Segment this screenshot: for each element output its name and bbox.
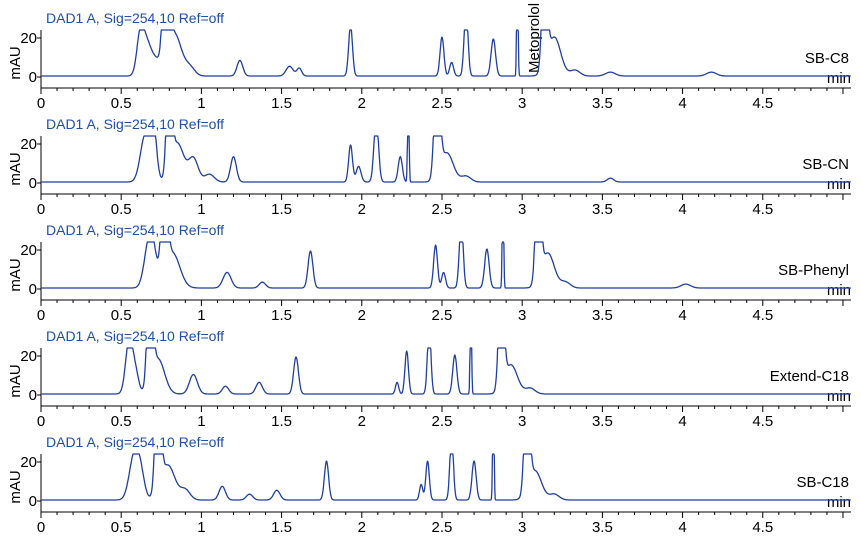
x-tick-label: 4: [678, 413, 686, 430]
x-tick-label: 4.5: [752, 307, 773, 324]
panel-title: DAD1 A, Sig=254,10 Ref=off: [46, 222, 224, 238]
x-tick-label: 3: [518, 95, 526, 112]
column-label: SB-CN: [802, 156, 849, 173]
chromatogram-trace: [40, 241, 852, 289]
x-axis-label: min: [827, 176, 851, 193]
x-tick-label: 1: [197, 95, 205, 112]
y-tick-label: 20: [20, 242, 37, 259]
x-tick-label: 3: [518, 307, 526, 324]
x-tick-label: 1: [197, 413, 205, 430]
column-label: SB-C18: [796, 474, 849, 491]
x-tick-label: 0.5: [111, 307, 132, 324]
y-axis-label: mAU: [7, 470, 24, 503]
peak-annotation: Metoprolol: [526, 3, 543, 73]
x-tick-label: 0: [37, 519, 45, 536]
x-axis-label: min: [827, 70, 851, 87]
x-tick-label: 1.5: [271, 519, 292, 536]
x-tick-label: 3: [518, 519, 526, 536]
chromatogram-trace: [40, 347, 852, 395]
x-tick-label: 3: [518, 201, 526, 218]
x-tick-label: 3: [518, 413, 526, 430]
x-tick-label: 4.5: [752, 95, 773, 112]
x-tick-label: 4: [678, 519, 686, 536]
x-tick-label: 1: [197, 519, 205, 536]
x-tick-label: 2: [358, 307, 366, 324]
x-tick-label: 3.5: [592, 201, 613, 218]
x-tick-label: 2: [358, 413, 366, 430]
chromatogram-trace: [40, 29, 852, 77]
x-tick-label: 0.5: [111, 201, 132, 218]
x-tick-label: 0.5: [111, 95, 132, 112]
x-tick-label: 0: [37, 95, 45, 112]
panel-title: DAD1 A, Sig=254,10 Ref=off: [46, 434, 224, 450]
x-tick-label: 2.5: [432, 201, 453, 218]
x-axis-label: min: [827, 494, 851, 511]
chromatogram-trace: [40, 453, 852, 501]
x-tick-label: 4.5: [752, 519, 773, 536]
x-axis-label: min: [827, 282, 851, 299]
x-tick-label: 1: [197, 307, 205, 324]
y-tick-label: 20: [20, 348, 37, 365]
x-tick-label: 0.5: [111, 413, 132, 430]
y-axis-label: mAU: [7, 258, 24, 291]
y-tick-label: 0: [29, 281, 37, 298]
x-tick-label: 3.5: [592, 307, 613, 324]
x-tick-label: 2: [358, 519, 366, 536]
column-label: SB-C8: [805, 50, 849, 67]
x-tick-label: 2: [358, 201, 366, 218]
x-tick-label: 4.5: [752, 201, 773, 218]
y-tick-label: 0: [29, 175, 37, 192]
x-tick-label: 3.5: [592, 413, 613, 430]
x-tick-label: 2.5: [432, 413, 453, 430]
x-tick-label: 2: [358, 95, 366, 112]
panel-title: DAD1 A, Sig=254,10 Ref=off: [46, 10, 224, 26]
x-tick-label: 4: [678, 307, 686, 324]
x-tick-label: 4.5: [752, 413, 773, 430]
y-tick-label: 0: [29, 387, 37, 404]
x-tick-label: 3.5: [592, 95, 613, 112]
chromatogram-trace: [40, 135, 852, 183]
column-label: Extend-C18: [770, 368, 849, 385]
x-axis-label: min: [827, 388, 851, 405]
x-tick-label: 0: [37, 201, 45, 218]
y-tick-label: 20: [20, 454, 37, 471]
x-tick-label: 1.5: [271, 413, 292, 430]
x-tick-label: 0: [37, 307, 45, 324]
x-tick-label: 1.5: [271, 307, 292, 324]
y-tick-label: 0: [29, 493, 37, 510]
x-tick-label: 4: [678, 201, 686, 218]
y-axis-label: mAU: [7, 152, 24, 185]
y-axis-label: mAU: [7, 364, 24, 397]
y-tick-label: 0: [29, 69, 37, 86]
x-tick-label: 2.5: [432, 95, 453, 112]
panel-title: DAD1 A, Sig=254,10 Ref=off: [46, 328, 224, 344]
y-tick-label: 20: [20, 30, 37, 47]
x-tick-label: 2.5: [432, 519, 453, 536]
x-tick-label: 3.5: [592, 519, 613, 536]
y-tick-label: 20: [20, 136, 37, 153]
x-tick-label: 4: [678, 95, 686, 112]
x-tick-label: 1.5: [271, 95, 292, 112]
x-tick-label: 1.5: [271, 201, 292, 218]
x-tick-label: 0: [37, 413, 45, 430]
x-tick-label: 1: [197, 201, 205, 218]
x-tick-label: 2.5: [432, 307, 453, 324]
x-tick-label: 0.5: [111, 519, 132, 536]
panel-title: DAD1 A, Sig=254,10 Ref=off: [46, 116, 224, 132]
column-label: SB-Phenyl: [778, 262, 849, 279]
y-axis-label: mAU: [7, 46, 24, 79]
